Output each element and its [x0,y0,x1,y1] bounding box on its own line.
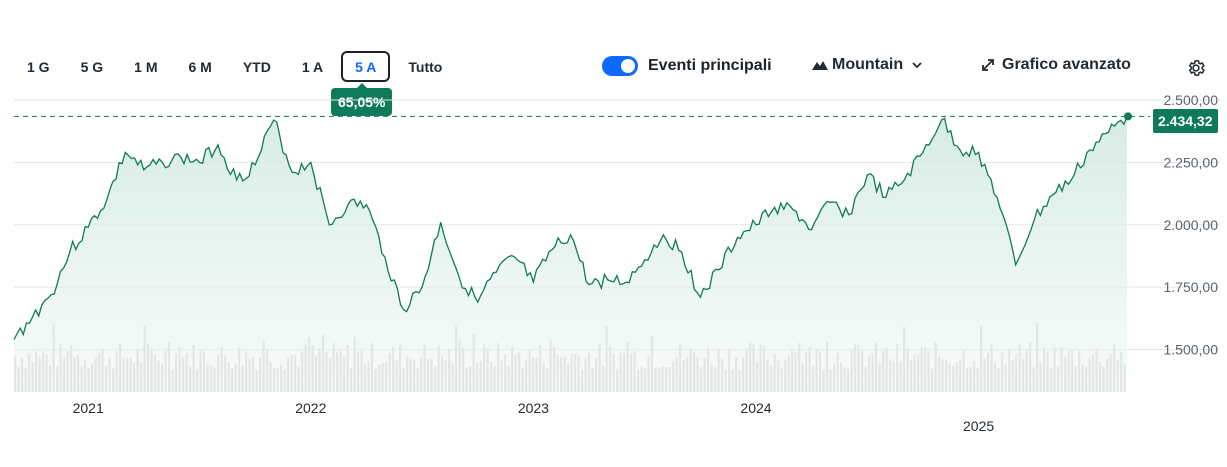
key-events-toggle-group[interactable]: Eventi principali [602,56,772,76]
y-tick-label: 2.000,00 [1164,217,1219,233]
x-tick-label: 2022 [295,400,326,416]
x-tick-label: 2025 [963,418,994,434]
price-chart[interactable]: 2.500,00 2.250,00 2.000,00 1.750,00 1.500,00… [0,90,1227,440]
gear-icon[interactable] [1186,58,1206,78]
chart-type-label: Mountain [832,56,904,73]
chart-type-dropdown[interactable]: Mountain [812,56,929,74]
area-fill [14,116,1127,393]
y-tick-label: 1.500,00 [1164,342,1219,358]
range-6m-button[interactable]: 6 M [176,51,225,82]
expand-icon [982,59,994,71]
last-price-dot [1124,112,1132,121]
mountain-icon [812,61,828,70]
advanced-chart-label: Grafico avanzato [1002,56,1131,73]
price-line [13,116,1128,340]
chevron-down-icon [912,62,922,69]
percent-change-badge: 65,05% [331,83,393,116]
last-price-value: 2.434,32 [1158,113,1213,129]
key-events-toggle[interactable] [602,56,638,76]
range-5y-button[interactable]: 5 A [341,51,391,82]
y-tick-label: 1.750,00 [1164,279,1219,295]
key-events-label: Eventi principali [648,57,772,74]
x-tick-label: 2021 [73,400,104,416]
range-ytd-button[interactable]: YTD [230,51,284,82]
y-tick-label: 2.250,00 [1164,154,1219,170]
range-1y-button[interactable]: 1 A [289,51,336,82]
advanced-chart-button[interactable]: Grafico avanzato [980,56,1131,74]
range-all-button[interactable]: Tutto [395,51,455,82]
range-1d-button[interactable]: 1 G [14,51,63,82]
x-tick-label: 2023 [518,400,549,416]
range-1m-button[interactable]: 1 M [121,51,170,82]
toggle-knob [621,59,635,73]
range-5d-button[interactable]: 5 G [68,51,117,82]
y-tick-label: 2.500,00 [1164,92,1219,108]
x-tick-label: 2024 [740,400,771,416]
last-price-label: 2.434,32 [1153,109,1218,133]
percent-change-value: 65,05% [338,94,386,110]
